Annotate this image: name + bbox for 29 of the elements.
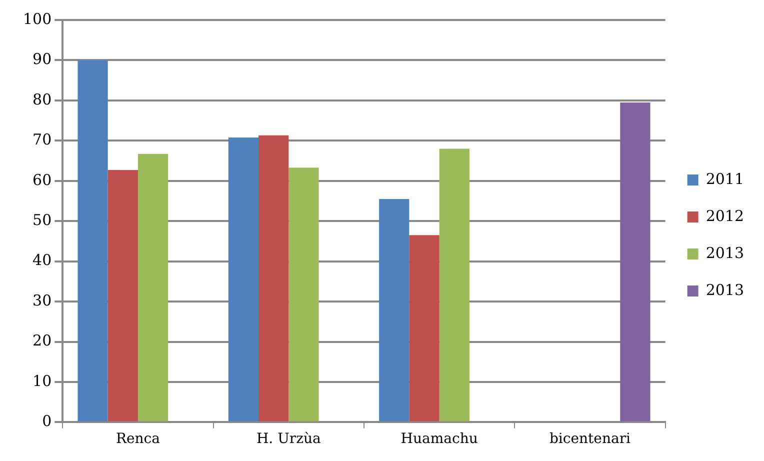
bar bbox=[138, 154, 168, 422]
legend-label: 2013 bbox=[706, 244, 744, 262]
x-tick-label: Huamachu bbox=[400, 431, 478, 448]
legend-label: 2013 bbox=[706, 280, 744, 299]
y-tick-label: 60 bbox=[32, 170, 52, 189]
x-tick-label: Renca bbox=[116, 431, 160, 448]
bar bbox=[409, 235, 440, 422]
x-tick-label: H. Urzùa bbox=[256, 431, 321, 448]
y-tick-label: 10 bbox=[32, 372, 52, 390]
y-tick-label: 30 bbox=[32, 291, 52, 310]
y-tick-label: 20 bbox=[32, 332, 52, 350]
bar bbox=[108, 170, 138, 422]
bar bbox=[258, 135, 289, 422]
legend-label: 2012 bbox=[706, 206, 744, 225]
legend-label: 2011 bbox=[706, 170, 744, 188]
bar bbox=[228, 137, 259, 422]
y-tick-label: 90 bbox=[32, 50, 52, 68]
y-tick-label: 70 bbox=[32, 130, 52, 149]
y-tick-label: 100 bbox=[22, 10, 52, 28]
x-tick-label: bicentenari bbox=[549, 431, 632, 448]
bar bbox=[439, 148, 470, 422]
bar bbox=[379, 198, 410, 422]
bar bbox=[288, 168, 319, 422]
y-tick-label: 80 bbox=[32, 90, 52, 108]
y-tick-label: 0 bbox=[42, 412, 52, 430]
y-tick-label: 40 bbox=[32, 251, 52, 270]
bar bbox=[78, 60, 108, 422]
y-tick-label: 50 bbox=[32, 210, 52, 229]
bar bbox=[620, 102, 650, 422]
